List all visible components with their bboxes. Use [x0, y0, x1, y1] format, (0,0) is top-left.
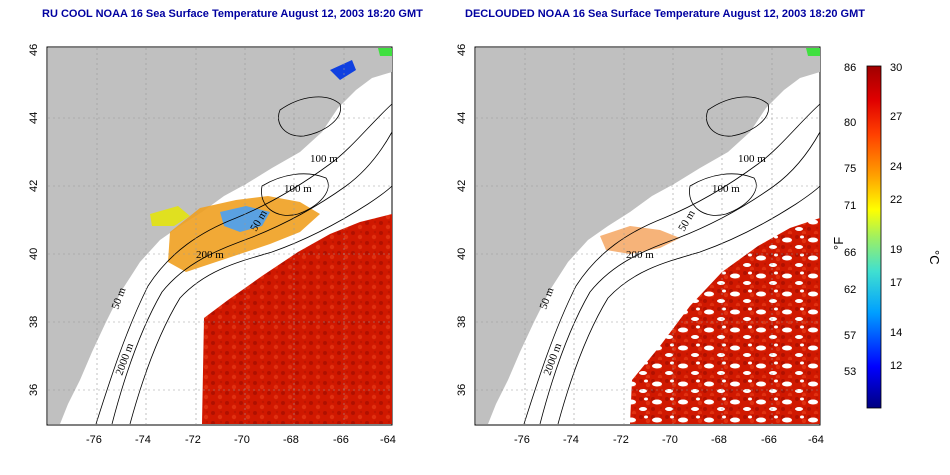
left-contour-label-200m: 200 m	[196, 249, 224, 261]
right-contour-100m	[539, 131, 821, 425]
colorbar-f-tick: 66	[844, 247, 856, 259]
left-contour-200m	[129, 185, 393, 425]
colorbar-c-tick: 17	[890, 277, 902, 289]
left-x-tick: -70	[234, 434, 250, 446]
colorbar-celsius-label: °C	[927, 250, 942, 265]
right-map-panel: 100 m 100 m 50 m 200 m 50 m 2000 m -76 -…	[456, 44, 824, 446]
right-x-ticks: -76 -74 -72 -70 -68 -66 -64	[514, 434, 824, 446]
colorbar-f-tick: 53	[844, 366, 856, 378]
right-x-tick: -64	[808, 434, 824, 446]
right-panel-title: DECLOUDED NOAA 16 Sea Surface Temperatur…	[465, 8, 865, 20]
colorbar-f-tick: 57	[844, 330, 856, 342]
colorbar-f-tick: 62	[844, 284, 856, 296]
right-green-corner	[806, 48, 820, 56]
colorbar-c-tick: 30	[890, 62, 902, 74]
left-contour-label-100m-b: 100 m	[284, 183, 312, 195]
left-x-tick: -74	[135, 434, 151, 446]
left-y-tick: 38	[28, 316, 40, 328]
right-x-tick: -76	[514, 434, 530, 446]
left-contour-bank2	[278, 96, 341, 137]
right-contour-bank	[689, 173, 757, 216]
right-y-tick: 36	[456, 384, 468, 396]
right-x-tick: -68	[711, 434, 727, 446]
temperature-colorbar: 86 80 75 71 66 62 57 53 30 27 24 22 19 1…	[831, 62, 942, 409]
left-y-tick: 42	[28, 180, 40, 192]
colorbar-f-tick: 75	[844, 163, 856, 175]
left-x-ticks: -76 -74 -72 -70 -68 -66 -64	[86, 434, 396, 446]
right-x-tick: -66	[761, 434, 777, 446]
right-warm-water	[630, 218, 820, 424]
left-x-tick: -68	[283, 434, 299, 446]
right-x-tick: -74	[563, 434, 579, 446]
colorbar-f-tick: 80	[844, 117, 856, 129]
colorbar-fahrenheit-label: °F	[831, 237, 846, 250]
colorbar-gradient	[866, 65, 882, 409]
right-land-mass	[476, 48, 820, 424]
colorbar-c-tick: 22	[890, 194, 902, 206]
right-y-tick: 42	[456, 180, 468, 192]
left-x-tick: -72	[185, 434, 201, 446]
left-y-tick: 46	[28, 44, 40, 56]
left-yellow-patch	[150, 206, 190, 226]
right-y-tick: 38	[456, 316, 468, 328]
left-contour-label-100m-a: 100 m	[310, 153, 338, 165]
left-y-ticks: 36 38 40 42 44 46	[28, 44, 40, 396]
left-x-tick: -64	[380, 434, 396, 446]
left-contour-bank	[261, 173, 329, 216]
left-x-tick: -76	[86, 434, 102, 446]
left-panel-title: RU COOL NOAA 16 Sea Surface Temperature …	[42, 8, 423, 20]
left-contour-50m	[95, 103, 393, 425]
colorbar-f-tick: 71	[844, 200, 856, 212]
right-y-tick: 44	[456, 112, 468, 124]
colorbar-c-tick: 27	[890, 111, 902, 123]
left-contour-100m	[111, 131, 393, 425]
right-y-tick: 46	[456, 44, 468, 56]
right-x-tick: -72	[613, 434, 629, 446]
left-land-mass	[48, 48, 392, 424]
right-contour-label-200m: 200 m	[626, 249, 654, 261]
colorbar-c-tick: 12	[890, 360, 902, 372]
left-green-corner	[378, 48, 392, 56]
right-contour-200m	[557, 185, 821, 425]
right-y-tick: 40	[456, 248, 468, 260]
right-contour-label-100m-b: 100 m	[712, 183, 740, 195]
right-x-tick: -70	[662, 434, 678, 446]
colorbar-f-tick: 86	[844, 62, 856, 74]
left-y-tick: 40	[28, 248, 40, 260]
right-mid-temp-patch	[600, 226, 680, 254]
left-blue-streak	[330, 60, 356, 80]
right-contour-bank2	[706, 96, 769, 137]
right-contour-50m	[523, 103, 821, 425]
colorbar-c-tick: 19	[890, 244, 902, 256]
left-y-tick: 36	[28, 384, 40, 396]
right-gridlines	[476, 48, 820, 424]
left-x-tick: -66	[333, 434, 349, 446]
colorbar-c-tick: 14	[890, 327, 902, 339]
left-y-tick: 44	[28, 112, 40, 124]
right-y-ticks: 36 38 40 42 44 46	[456, 44, 468, 396]
colorbar-c-tick: 24	[890, 161, 902, 173]
left-map-panel: 100 m 100 m 50 m 200 m 50 m 2000 m -76 -…	[28, 44, 396, 446]
left-gridlines	[48, 48, 392, 424]
right-contour-label-100m-a: 100 m	[738, 153, 766, 165]
left-warm-water	[202, 214, 392, 424]
